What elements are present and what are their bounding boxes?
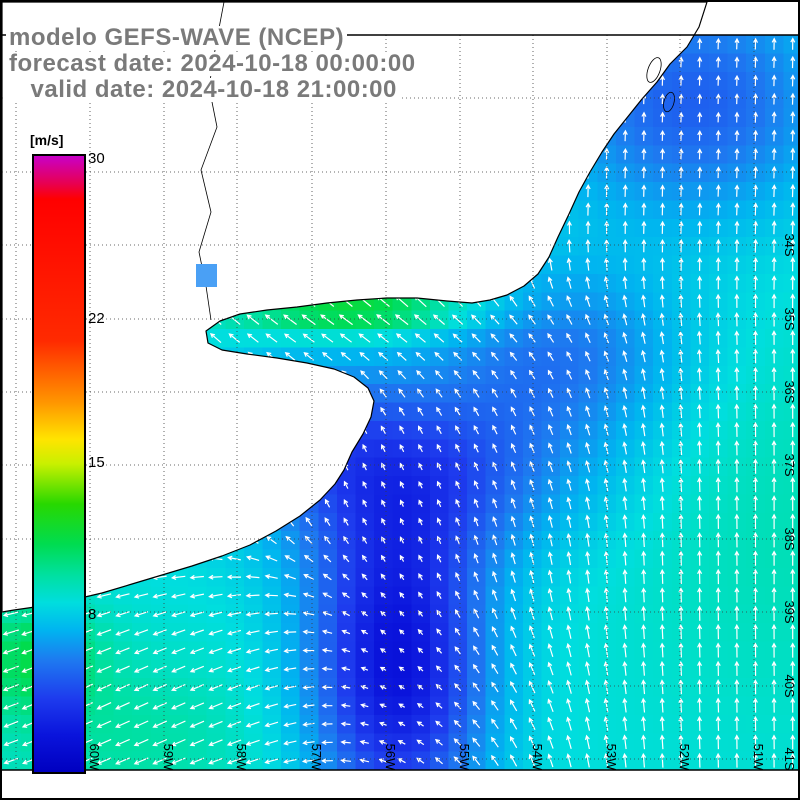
lon-label: 59W [161,744,176,771]
lon-label: 51W [751,744,766,771]
wave-forecast-map: 34S 35S 36S 37S 38S 39S 40S 41S 60W 59W 58W 57W 56W… [0,0,800,800]
detached-water-cell [196,264,217,287]
lon-label: 53W [604,744,619,771]
map-canvas: 34S 35S 36S 37S 38S 39S 40S 41S 60W 59W 58W 57W 56W… [2,2,800,800]
colorbar-tick: 15 [88,454,105,471]
lon-label: 57W [309,744,324,771]
colorbar-tick: 30 [88,150,105,167]
lat-label: 34S [782,233,797,256]
lat-label: 39S [782,600,797,623]
colorbar-unit-label: [m/s] [28,132,65,148]
colorbar-tick: 8 [88,606,96,623]
model-title: modelo GEFS-WAVE (NCEP) [6,26,347,50]
lat-label: 40S [782,674,797,697]
lat-label: 35S [782,307,797,330]
lat-label: 36S [782,380,797,403]
lon-label: 54W [530,744,545,771]
lat-label: 41S [782,747,797,770]
lat-label: 37S [782,453,797,476]
colorbar-scale [32,154,86,774]
colorbar-tick: 22 [88,310,105,327]
lon-label: 52W [677,744,692,771]
lon-label: 55W [457,744,472,771]
lat-label: 38S [782,527,797,550]
valid-date-line: valid date: 2024-10-18 21:00:00 [6,78,400,102]
lon-label: 58W [234,744,249,771]
forecast-date-line: forecast date: 2024-10-18 00:00:00 [6,52,419,76]
lon-label: 60W [87,744,102,771]
lon-label: 56W [383,744,398,771]
